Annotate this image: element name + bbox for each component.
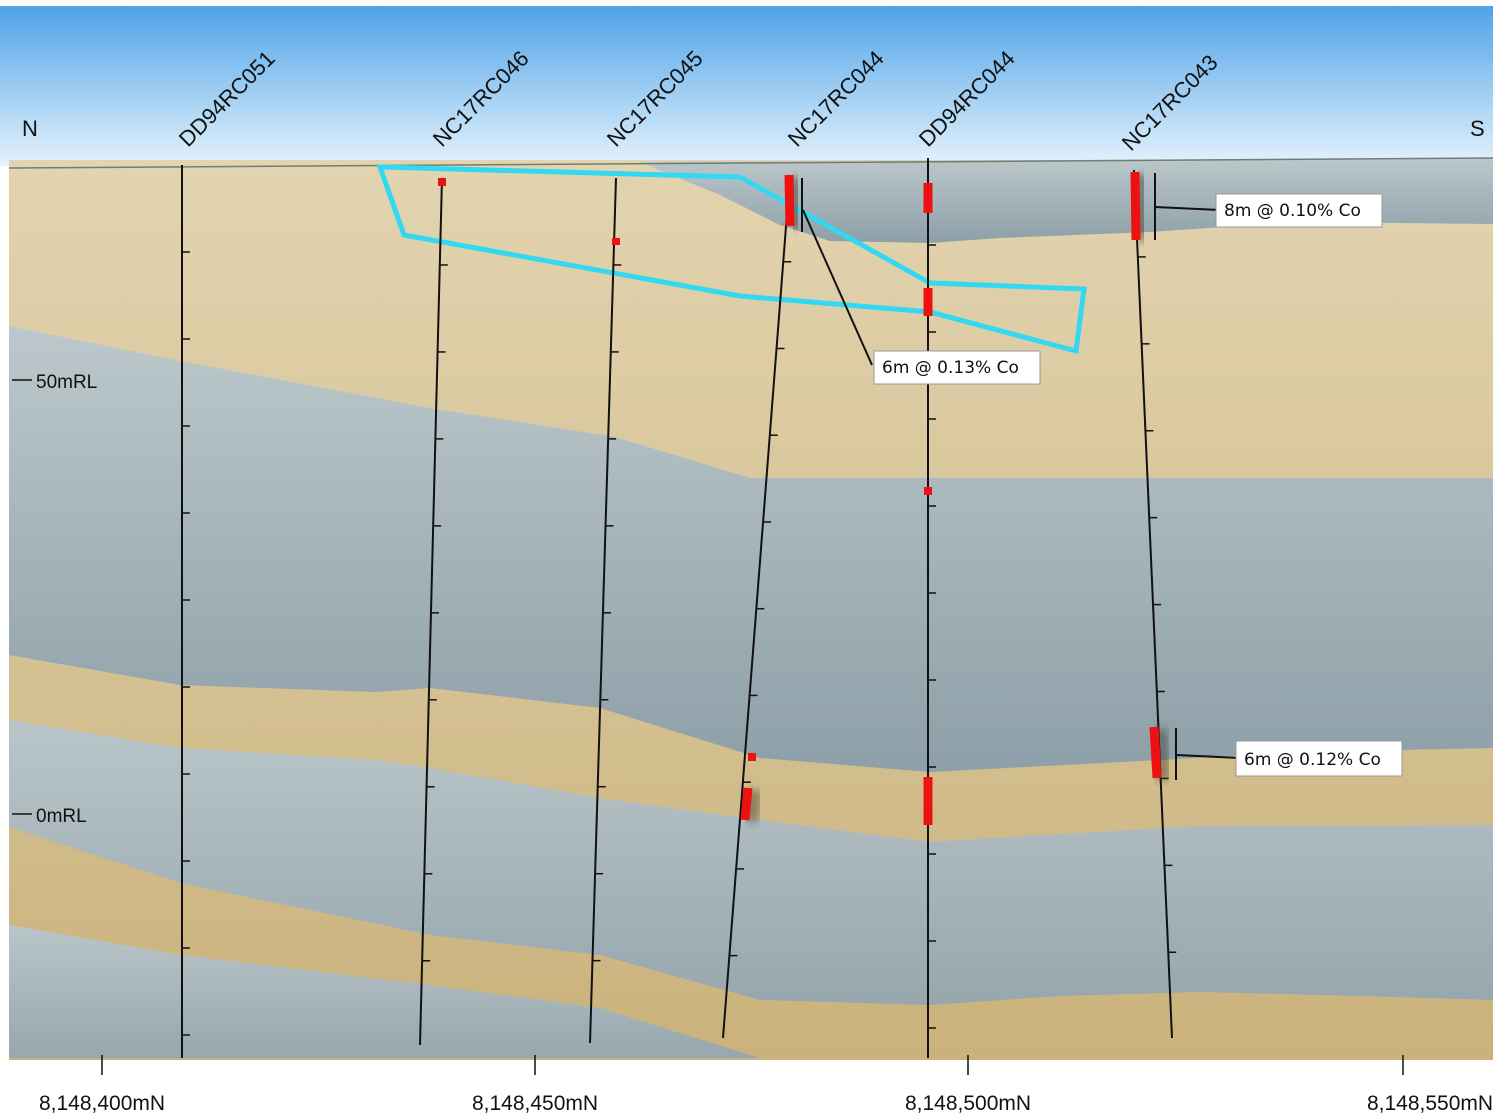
leader-6m-012: [1176, 754, 1241, 759]
callout-6m-013-text: 6m @ 0.13% Co: [882, 358, 1019, 378]
callout-6m-012: 6m @ 0.12% Co: [1235, 740, 1403, 777]
callout-6m-013: 6m @ 0.13% Co: [873, 350, 1041, 385]
drillhole-trace: [722, 174, 791, 1039]
rl-label-50: 50mRL: [36, 372, 97, 393]
callout-boxes: 8m @ 0.10% Co 6m @ 0.13% Co 6m @ 0.12% C…: [873, 193, 1403, 777]
sky: [0, 6, 1493, 166]
callout-8m-text: 8m @ 0.10% Co: [1224, 201, 1361, 221]
middle-slate-layer: [9, 720, 1493, 1005]
intercept-shadow: [1133, 173, 1150, 243]
northing-label: 8,148,500mN: [905, 1092, 1031, 1115]
callout-6m-012-text: 6m @ 0.12% Co: [1244, 750, 1381, 770]
intercept-shadow: [1152, 728, 1171, 781]
south-label: S: [1470, 116, 1485, 141]
drillhole-trace: [1133, 169, 1173, 1039]
upper-slate-layer: [9, 326, 1493, 772]
intercepts: [438, 171, 1171, 827]
rl-axis: 50mRL 0mRL: [12, 372, 97, 827]
drillhole-traces: [181, 158, 1177, 1058]
intercept-segment: [1149, 726, 1162, 779]
callout-8m: 8m @ 0.10% Co: [1215, 193, 1383, 228]
drillhole-trace: [419, 177, 443, 1046]
northing-label: 8,148,400mN: [39, 1092, 165, 1115]
drillhole-trace: [589, 177, 617, 1044]
callout-leaders: [801, 173, 1241, 780]
lower-slate-layer: [9, 925, 760, 1058]
north-label: N: [22, 116, 38, 141]
intercept-shadow: [743, 789, 762, 823]
intercept-segment: [1130, 171, 1141, 241]
leader-8m: [1154, 206, 1221, 211]
intercept-segment: [740, 787, 753, 821]
rl-label-0: 0mRL: [36, 806, 87, 827]
intercept-shadow: [787, 176, 804, 229]
ground-surface: [8, 157, 1493, 169]
northing-label: 8,148,550mN: [1367, 1092, 1493, 1115]
leader-6m-013: [802, 209, 873, 366]
intercept-segment: [784, 174, 795, 227]
northing-axis: 8,148,400mN 8,148,450mN 8,148,500mN 8,14…: [39, 1055, 1493, 1115]
geology: [8, 157, 1493, 1060]
northing-label: 8,148,450mN: [472, 1092, 598, 1115]
